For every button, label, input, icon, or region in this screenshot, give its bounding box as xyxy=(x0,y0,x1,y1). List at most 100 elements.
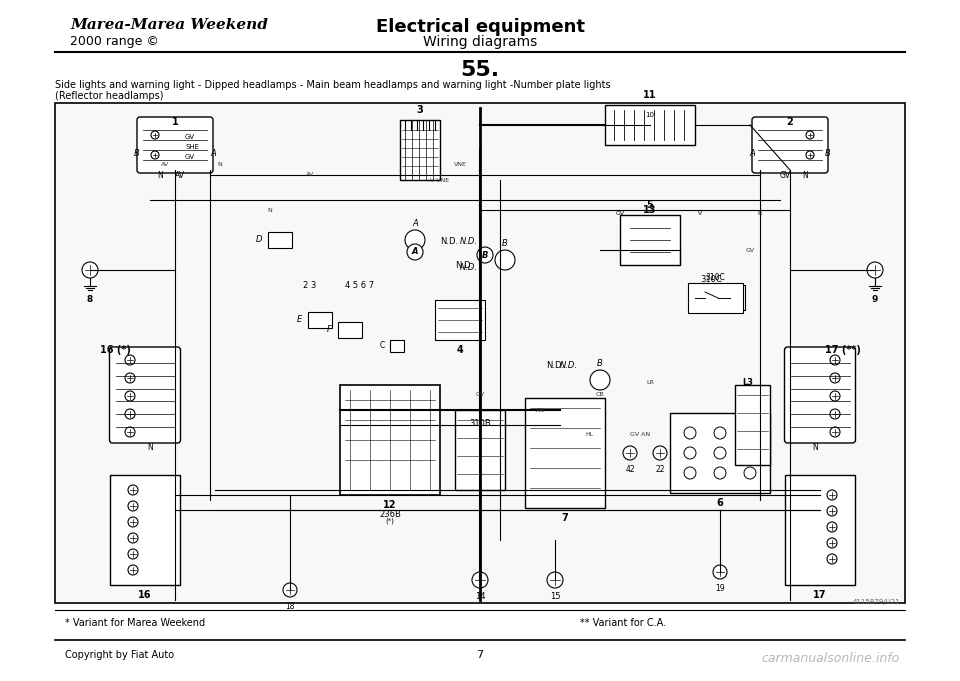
Text: AV: AV xyxy=(306,172,314,178)
Text: 12: 12 xyxy=(383,500,396,510)
Bar xyxy=(110,475,180,585)
Text: A: A xyxy=(412,247,419,257)
Circle shape xyxy=(830,409,840,419)
Circle shape xyxy=(283,583,297,597)
Bar xyxy=(435,300,485,340)
Text: GV AN: GV AN xyxy=(630,432,650,437)
Circle shape xyxy=(125,391,135,401)
Text: 42: 42 xyxy=(625,465,635,474)
Text: 17 (**): 17 (**) xyxy=(825,345,861,355)
Circle shape xyxy=(684,447,696,459)
Bar xyxy=(525,398,605,508)
Bar xyxy=(605,105,695,145)
Text: GV: GV xyxy=(185,154,195,160)
Text: B: B xyxy=(597,359,603,368)
Circle shape xyxy=(151,151,159,159)
Text: N: N xyxy=(803,170,808,180)
Circle shape xyxy=(830,373,840,383)
Text: 4115879/U21: 4115879/U21 xyxy=(852,599,900,605)
Circle shape xyxy=(128,533,138,543)
Circle shape xyxy=(405,230,425,250)
Text: D: D xyxy=(255,236,262,244)
Text: 5: 5 xyxy=(647,200,654,210)
Bar xyxy=(785,475,855,585)
Text: (*): (*) xyxy=(386,518,395,524)
Text: AV: AV xyxy=(175,170,185,180)
Text: N: N xyxy=(157,170,163,180)
Text: 310C: 310C xyxy=(700,276,722,285)
Text: R: R xyxy=(757,211,762,216)
Text: N.D.: N.D. xyxy=(460,238,478,247)
Text: A: A xyxy=(749,148,755,157)
Text: N.D.: N.D. xyxy=(560,360,578,370)
Bar xyxy=(620,215,680,265)
Bar xyxy=(340,385,440,495)
Text: Electrical equipment: Electrical equipment xyxy=(375,18,585,36)
Text: 55.: 55. xyxy=(461,60,499,80)
Text: LR: LR xyxy=(646,379,654,385)
Text: B: B xyxy=(826,148,830,157)
Circle shape xyxy=(128,565,138,575)
Text: Copyright by Fiat Auto: Copyright by Fiat Auto xyxy=(65,650,174,660)
Text: 13: 13 xyxy=(643,205,657,215)
Text: Wiring diagrams: Wiring diagrams xyxy=(422,35,538,49)
Text: AV: AV xyxy=(161,163,169,168)
Text: (Reflector headlamps): (Reflector headlamps) xyxy=(55,91,163,101)
Circle shape xyxy=(407,244,423,260)
Text: 236B: 236B xyxy=(379,510,401,519)
Bar xyxy=(695,285,745,310)
Bar xyxy=(400,120,440,180)
Text: HL: HL xyxy=(586,432,594,437)
Circle shape xyxy=(744,427,756,439)
Text: V VNE: V VNE xyxy=(430,178,449,183)
Text: 19: 19 xyxy=(715,584,725,593)
Text: N: N xyxy=(147,443,153,452)
Text: 8: 8 xyxy=(86,295,93,304)
Text: N.D.: N.D. xyxy=(546,360,564,370)
Text: * Variant for Marea Weekend: * Variant for Marea Weekend xyxy=(65,618,205,628)
Bar xyxy=(735,385,770,465)
FancyBboxPatch shape xyxy=(137,117,213,173)
Text: 15: 15 xyxy=(550,592,561,601)
Text: 2 3: 2 3 xyxy=(303,281,317,289)
Bar xyxy=(670,413,770,493)
Circle shape xyxy=(830,391,840,401)
Circle shape xyxy=(125,355,135,365)
Text: VNE: VNE xyxy=(453,163,467,168)
Circle shape xyxy=(827,522,837,532)
Circle shape xyxy=(653,446,667,460)
Text: GV: GV xyxy=(475,392,485,398)
Text: 11: 11 xyxy=(643,90,657,100)
Text: 2000 range ©: 2000 range © xyxy=(70,35,158,48)
Circle shape xyxy=(125,427,135,437)
FancyBboxPatch shape xyxy=(752,117,828,173)
Bar xyxy=(308,312,332,328)
Text: 310C: 310C xyxy=(706,273,725,282)
Circle shape xyxy=(125,373,135,383)
Circle shape xyxy=(827,554,837,564)
Circle shape xyxy=(830,355,840,365)
Text: 7: 7 xyxy=(476,650,484,660)
Bar xyxy=(338,322,362,338)
Text: ** Variant for C.A.: ** Variant for C.A. xyxy=(580,618,666,628)
Circle shape xyxy=(477,247,493,263)
Circle shape xyxy=(82,262,98,278)
Bar xyxy=(55,103,905,603)
Bar xyxy=(688,283,743,313)
Circle shape xyxy=(827,506,837,516)
Text: GV: GV xyxy=(185,134,195,140)
Text: carmanualsonline.info: carmanualsonline.info xyxy=(761,652,900,665)
Circle shape xyxy=(495,250,515,270)
Circle shape xyxy=(830,427,840,437)
Text: N.D.: N.D. xyxy=(455,261,473,270)
Circle shape xyxy=(125,409,135,419)
Text: 7: 7 xyxy=(562,513,568,523)
Text: N.D.: N.D. xyxy=(440,238,458,247)
Circle shape xyxy=(128,549,138,559)
Text: B: B xyxy=(134,148,140,157)
Circle shape xyxy=(547,572,563,588)
Circle shape xyxy=(472,572,488,588)
Text: CB: CB xyxy=(596,392,604,398)
Circle shape xyxy=(827,490,837,500)
Text: C: C xyxy=(380,341,385,351)
